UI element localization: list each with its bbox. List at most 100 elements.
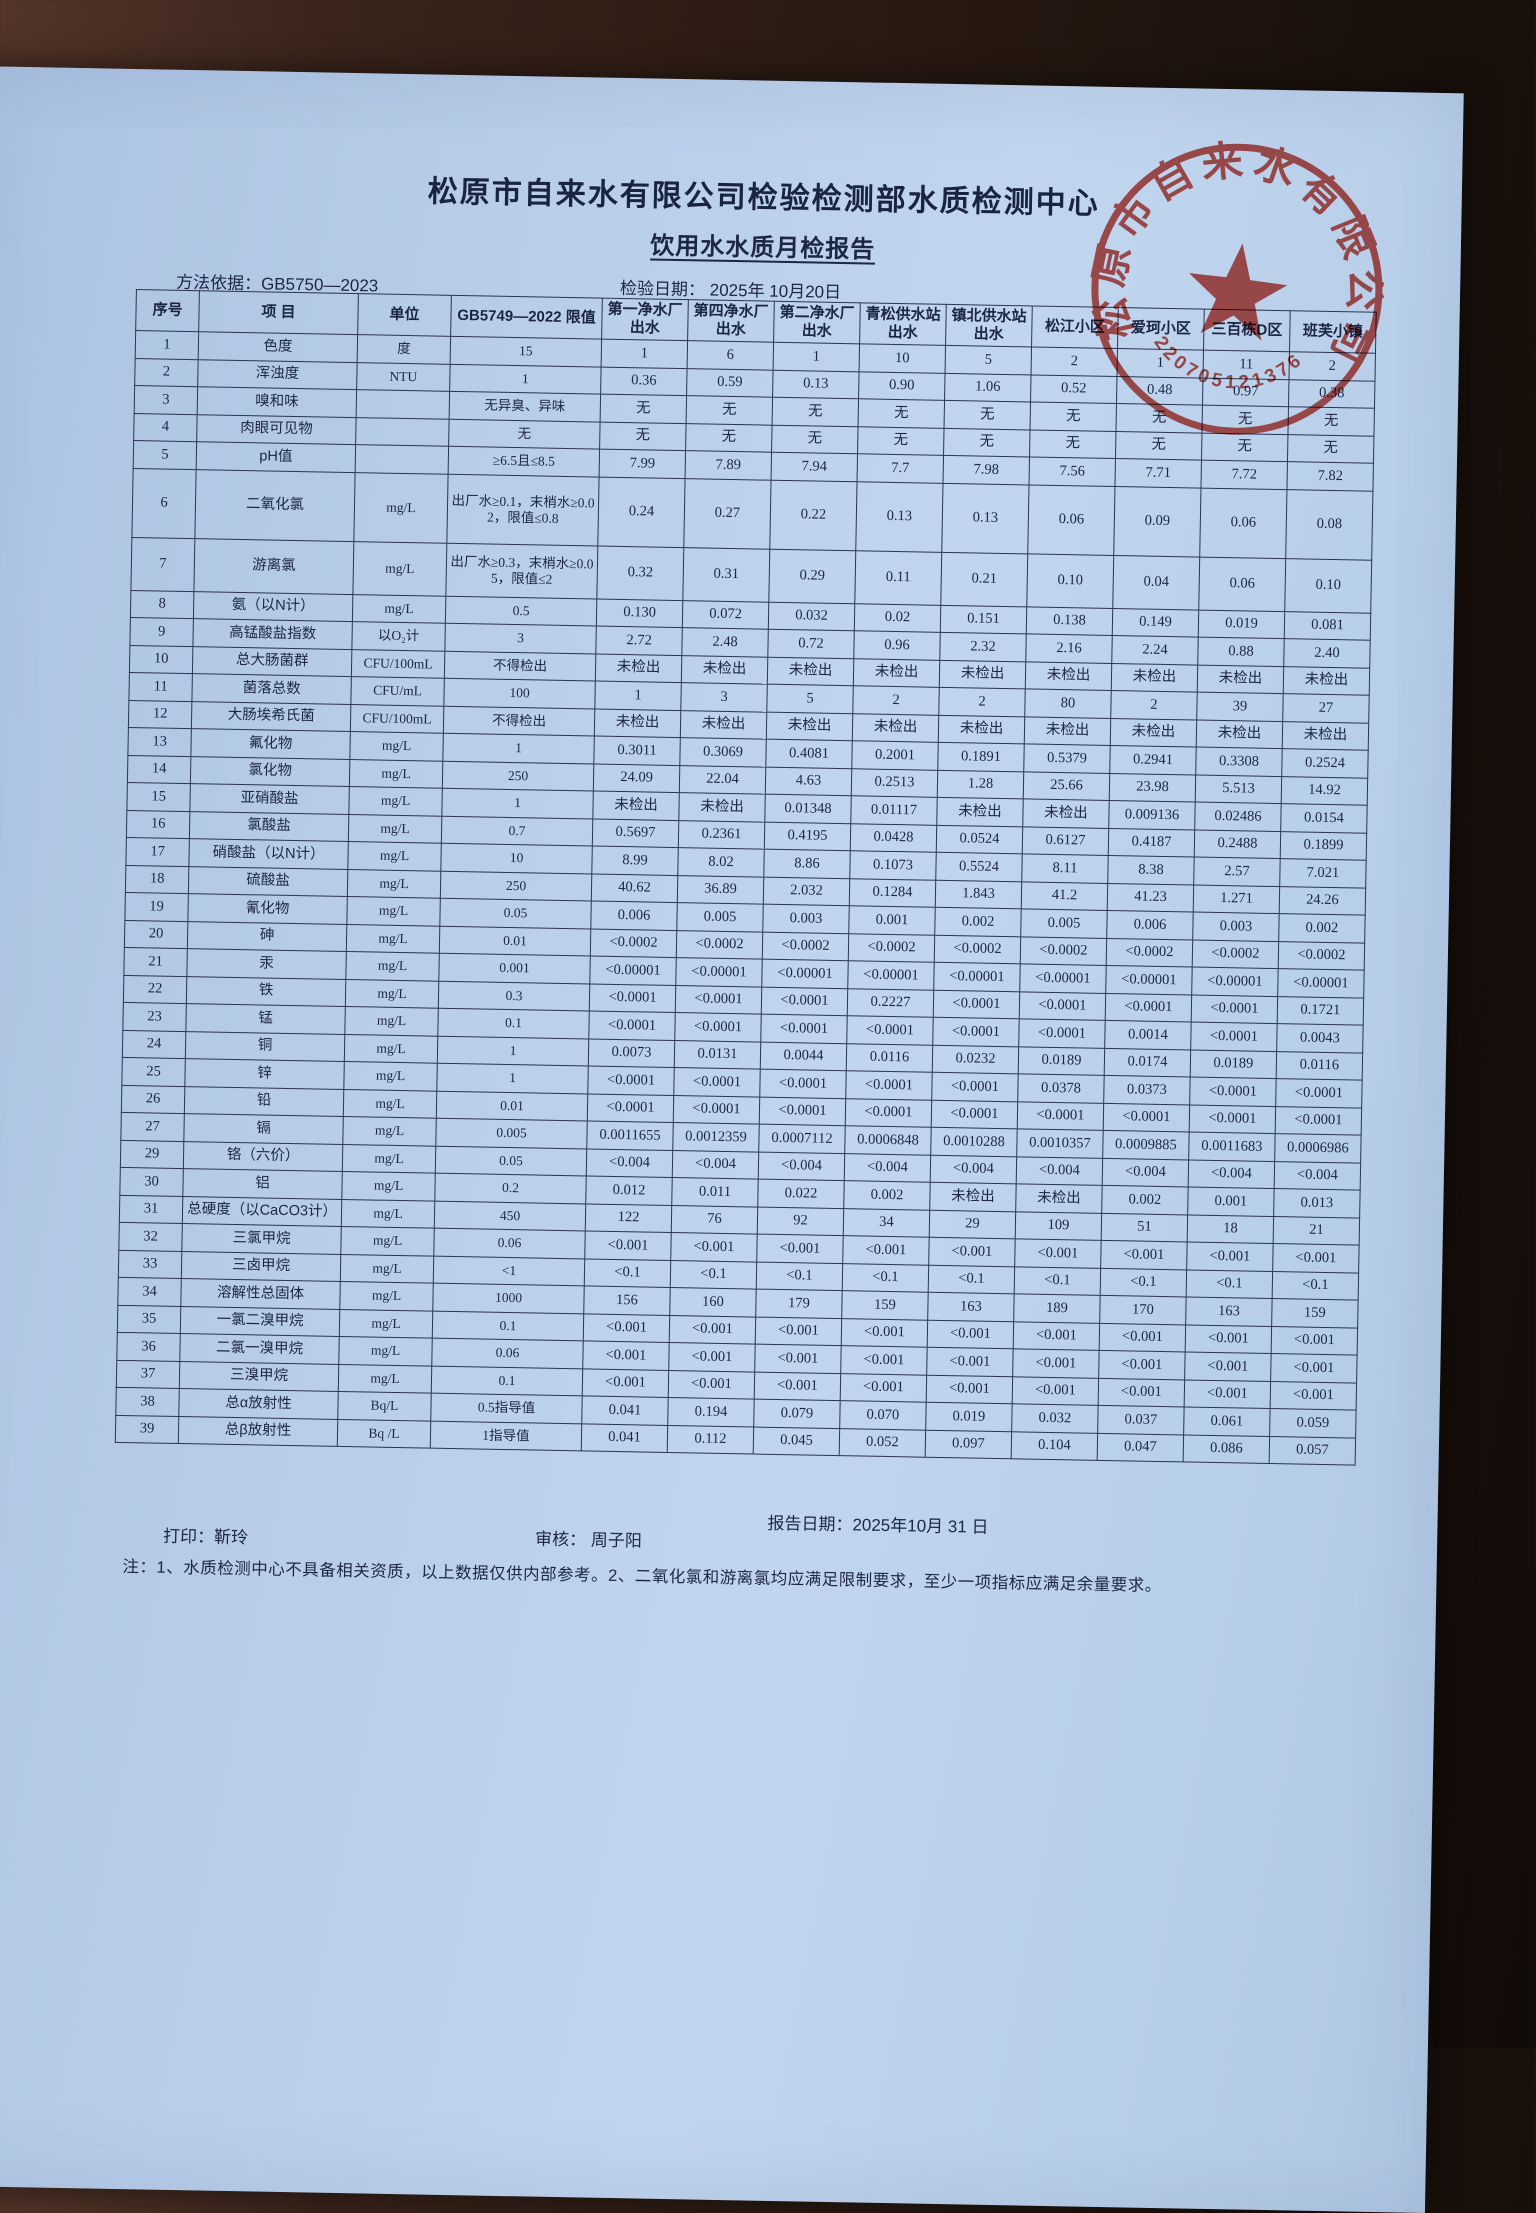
table-cell: <0.0002 [676,930,763,960]
table-cell: 0.2524 [1281,748,1369,778]
table-cell: 0.2 [434,1173,587,1204]
table-cell: 0.0189 [1018,1046,1105,1076]
table-cell: 13 [127,727,192,757]
table-cell: <0.004 [1188,1159,1275,1189]
table-cell: 0.3011 [593,736,681,766]
table-cell: 0.130 [596,598,683,628]
table-cell: 未检出 [1282,721,1369,751]
table-cell: 8.38 [1107,855,1195,885]
table-cell: 0.0006986 [1274,1133,1362,1163]
table-cell: 0.4187 [1108,827,1195,858]
table-cell: <0.1 [928,1264,1015,1294]
table-cell: <0.001 [840,1373,927,1403]
table-cell: 0.022 [757,1179,845,1209]
table-cell: 0.1 [431,1365,583,1396]
table-cell: 0.02486 [1194,802,1282,832]
table-cell: 无 [944,400,1031,430]
table-cell: 5 [133,440,197,470]
table-cell: 汞 [186,948,347,980]
table-cell: 未检出 [1111,662,1198,693]
table-cell: <0.0002 [1192,939,1279,969]
table-cell: 1 [449,363,602,395]
table-cell: 0.041 [581,1395,669,1425]
table-cell: 0.0011655 [586,1120,674,1151]
table-cell: 0.112 [667,1424,754,1455]
table-cell: 34 [843,1208,930,1238]
report-paper: 松原市自来水有限公司检验检测部水质检测中心 饮用水水质月检报告 方法依据：GB5… [0,66,1464,2213]
table-cell: 未检出 [595,653,682,683]
table-cell: 80 [1024,688,1112,718]
table-cell: mg/L [339,1281,434,1311]
table-cell: 无 [686,395,773,425]
table-cell: 31 [119,1194,183,1224]
table-cell: 2.72 [595,626,683,656]
table-cell: <0.001 [1184,1379,1271,1409]
table-cell: <0.001 [1184,1351,1272,1382]
table-cell: 0.72 [767,629,855,659]
page-title: 松原市自来水有限公司检验检测部水质检测中心 [427,175,1100,221]
table-cell: 0.2941 [1109,745,1197,775]
table-cell: 0.0116 [846,1043,933,1073]
table-cell: mg/L [352,541,447,596]
table-cell: <0.0001 [759,1096,846,1126]
table-cell: 0.002 [934,907,1022,937]
table-cell: <0.001 [1099,1322,1186,1352]
table-cell: 0.06 [1199,487,1287,559]
table-cell: <0.0001 [588,1010,676,1041]
table-cell: <0.001 [840,1345,928,1375]
table-cell: 0.2513 [851,768,938,798]
table-cell: CFU/100mL [351,649,445,679]
table-cell: 5.513 [1195,774,1282,804]
table-cell: 0.005 [435,1118,588,1149]
table-cell: 14 [127,754,191,784]
table-cell: 0.5697 [592,818,679,848]
table-cell: 2 [1288,351,1376,381]
table-cell: 未检出 [1024,716,1111,746]
table-cell: 总硬度（以CaCO3计） [182,1196,342,1227]
table-cell: <0.1 [1014,1266,1101,1296]
table-cell: 1指导值 [430,1420,582,1451]
table-cell: 0.1073 [849,850,937,880]
table-cell: 25 [121,1057,186,1087]
table-cell: 0.081 [1284,611,1371,641]
column-header: 第四净水厂出水 [687,299,775,343]
table-cell: 无 [1029,429,1117,459]
table-cell: 硫酸盐 [188,866,348,897]
table-cell: 0.2001 [851,740,939,770]
table-cell: 0.04 [1112,555,1200,610]
table-cell: 0.5 [445,595,597,627]
table-cell: 1 [1117,348,1204,378]
table-cell: 未检出 [853,658,940,688]
table-cell: 38 [115,1387,180,1417]
table-cell: 未检出 [939,659,1026,689]
table-cell: 0.06 [433,1228,586,1259]
table-cell: 0.38 [1288,379,1375,409]
table-cell: 0.006 [590,900,678,931]
table-cell: 0.002 [843,1180,931,1210]
table-cell: mg/L [339,1308,433,1339]
table-cell: 10 [129,644,193,674]
table-cell: 0.01 [439,925,591,956]
table-cell: 450 [434,1200,586,1231]
table-cell: pH值 [196,441,356,473]
table-cell: 18 [125,864,189,894]
table-cell: <0.001 [668,1342,756,1372]
table-cell: 1 [441,788,594,819]
table-cell: 硝酸盐（以N计） [188,838,349,870]
table-cell: <0.001 [928,1237,1016,1267]
table-cell: 未检出 [936,797,1024,827]
report-date: 报告日期：2025年10月 31 日 [767,1513,989,1537]
table-cell: 总大肠菌群 [192,646,352,677]
table-cell: mg/L [345,951,440,981]
table-cell: <0.0001 [1189,1104,1276,1134]
table-cell: 0.01117 [850,795,938,825]
table-cell: mg/L [343,1088,437,1119]
table-cell: 0.1284 [849,878,936,908]
table-cell: 14.92 [1281,776,1368,806]
table-cell: <0.0001 [587,1093,674,1123]
table-cell: 总β放射性 [178,1416,338,1447]
table-cell: 未检出 [1197,664,1284,694]
report-table: 序号项 目单位 GB5749—2022 限值 第一净水厂出水 第四净水厂出水 第二净水厂… [115,289,1377,1466]
table-cell: mg/L [352,594,446,624]
printed-by: 打印：靳玲 [162,1526,249,1548]
